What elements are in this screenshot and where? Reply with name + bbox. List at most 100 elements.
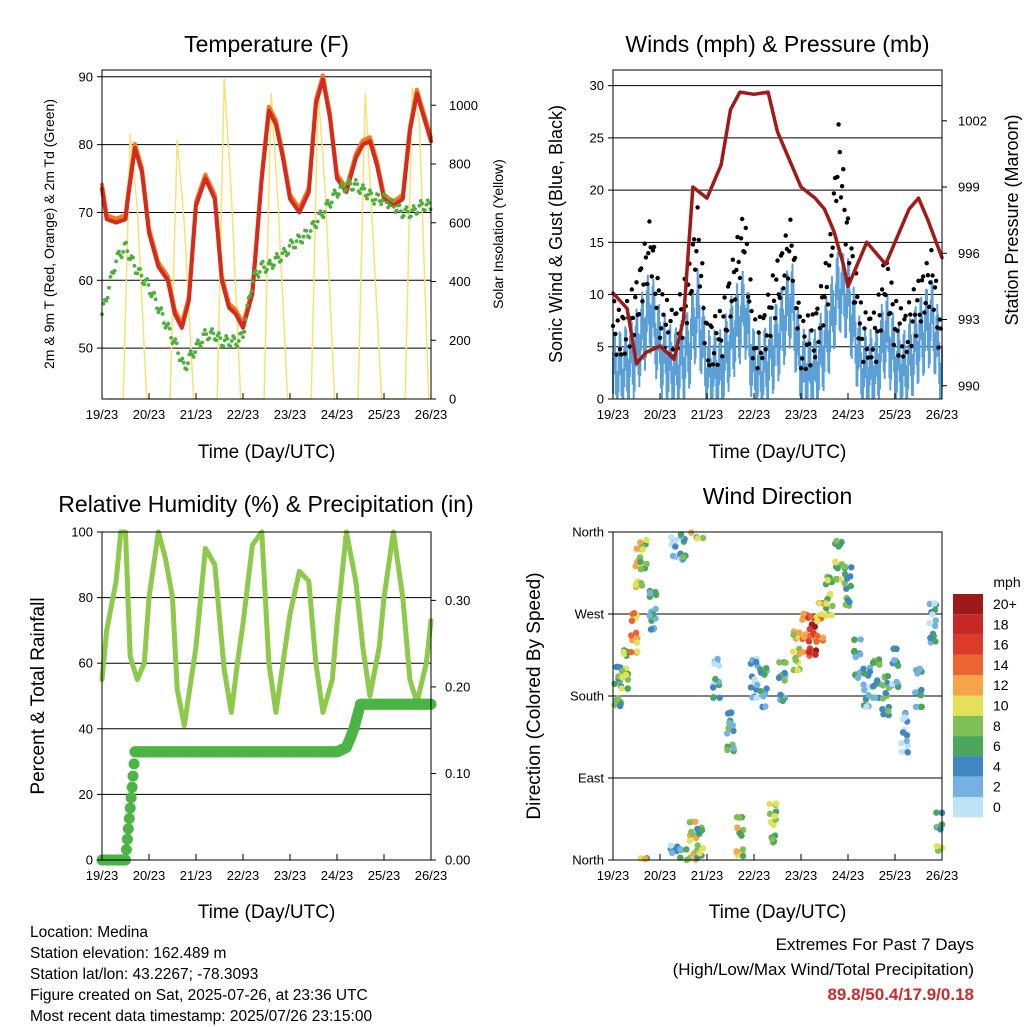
dewpoint-point [304,229,309,233]
wind-direction-point [819,634,827,641]
wind-direction-point [694,535,701,542]
wind-direction-point [903,737,910,745]
dewpoint-point [318,209,323,214]
dewpoint-point [159,306,164,311]
dewpoint-point [380,198,385,203]
wind-direction-point [931,600,938,607]
wind-gust-point [765,292,771,297]
dewpoint-point [307,235,312,240]
wind-direction-point [624,685,631,692]
rh-left-tick-label: 0 [86,853,93,868]
temp-x-tick-label: 22/23 [227,407,260,422]
temp-left-tick-label: 90 [79,69,93,84]
dewpoint-point [322,210,327,214]
dewpoint-point [105,295,110,300]
wind-gust-point [695,205,700,210]
wind-direction-point [754,681,761,689]
wind-plot-frame [612,69,943,400]
wind-gust-point [924,261,929,266]
dewpoint-point [408,214,413,219]
wind-gust-point [649,274,654,279]
colorbar-label: 18 [993,616,1009,632]
wind-gust-point [636,312,642,317]
colorbar-swatch [953,756,983,777]
wind-direction-point [789,648,797,655]
colorbar-swatch [953,594,983,615]
wind-gust-point [771,298,777,303]
wind-x-tick-label: 25/23 [879,407,912,422]
wind-gust-point [928,280,933,285]
wind-direction-point [808,613,815,620]
wind-direction-point [860,681,867,688]
wind-gust-point [711,351,717,356]
wind-direction-point [611,680,618,687]
dewpoint-point [329,200,334,205]
wind-gust-point [710,362,716,367]
wind-gust-point [616,307,622,312]
dewpoint-point [376,193,381,197]
wind-direction-point [875,656,883,663]
wind-gust-point [775,258,780,263]
rh-left-tick-label: 100 [71,525,93,540]
wind-direction-point [814,632,821,639]
temp-x-tick-label: 20/23 [133,407,166,422]
dewpoint-point [359,186,364,191]
wind-gust-point [847,261,852,266]
dewpoint-point [276,255,281,260]
wind-direction-point [848,564,855,571]
wind-gust-point [933,278,939,283]
dir-left-tick-label: South [570,689,604,704]
wind-gust-point [864,347,869,352]
precipitation-point [126,781,138,793]
dewpoint-point [338,185,343,189]
dewpoint-point [132,263,137,268]
temp-x-tick-label: 26/23 [415,407,448,422]
wind-direction-point [637,558,644,565]
dewpoint-point [198,344,203,349]
wind-direction-point [800,610,807,617]
dewpoint-point [279,258,283,263]
station-pressure-line [611,90,944,366]
wind-gust-point [684,320,690,326]
wind-gust-point [639,266,644,271]
wind-gust-point [660,292,665,297]
wind-direction-point [622,671,630,679]
rh-right-tick-label: 0.30 [445,593,470,608]
wind-direction-point [846,598,853,606]
dewpoint-point [361,183,365,188]
dewpoint-point [188,349,193,353]
wind-direction-point [904,749,911,756]
wind-gust-point [834,198,839,204]
wind-direction-point [757,688,764,695]
wind-gust-point [709,324,714,330]
dewpoint-point [411,204,416,208]
colorbar-label: 6 [993,738,1001,754]
wind-left-tick-label: 10 [590,287,604,302]
wind-direction-point [775,674,783,681]
wind-gust-point [627,344,632,349]
wind-direction-point [927,634,934,642]
colorbar-label: 0 [993,799,1001,815]
dewpoint-point [228,344,233,349]
temp-right-tick-label: 0 [449,392,456,407]
dewpoint-point [417,203,422,208]
wind-gust-point [730,257,735,262]
wind-direction-point [747,684,755,691]
dewpoint-point [265,267,269,272]
temp-x-tick-label: 23/23 [274,407,307,422]
dewpoint-point [348,181,353,186]
wind-gust-point [856,336,861,341]
wind-gust-point [910,319,915,324]
colorbar-label: 2 [993,779,1001,795]
wind-gust-point [648,245,653,250]
wind-x-tick-label: 26/23 [926,407,959,422]
wind-gust-point [815,306,820,311]
wind-x-tick-label: 20/23 [644,407,677,422]
wind-gust-point [811,348,817,353]
wind-gust-point [841,167,846,172]
wind-gust-point [700,261,705,266]
wind-direction-point [639,546,647,553]
wind-gust-point [883,292,888,298]
temp-left-tick-label: 80 [79,137,93,152]
wind-gust-point [861,359,866,365]
